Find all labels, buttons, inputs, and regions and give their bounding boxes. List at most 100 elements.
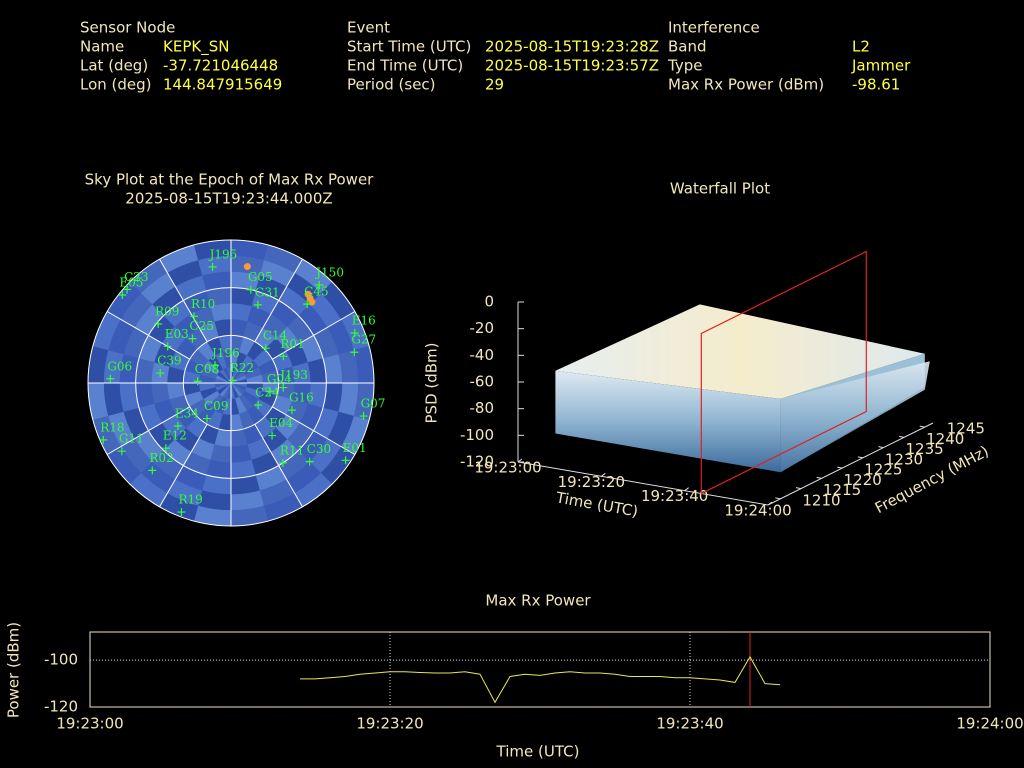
sky-cell <box>353 346 374 383</box>
sky-cell <box>226 367 231 383</box>
sky-cell <box>275 326 300 352</box>
sky-cell <box>103 350 124 383</box>
satellite-label: E01 <box>343 441 367 455</box>
sky-cell <box>175 275 207 301</box>
sky-cell <box>169 395 190 415</box>
sky-cell <box>159 493 199 522</box>
sky-cell <box>199 383 216 392</box>
time-tick <box>517 458 523 463</box>
freq-tick <box>816 476 822 479</box>
freq-tick-label: 1230 <box>885 450 923 468</box>
sky-cell <box>272 395 293 415</box>
satellite-label: G07 <box>361 397 386 411</box>
satellite-marker <box>208 262 217 271</box>
sky-cell <box>246 383 263 392</box>
sky-cell <box>189 349 209 368</box>
sky-cell <box>243 424 263 445</box>
sky-cell <box>215 375 231 383</box>
sky-cell <box>231 475 260 495</box>
sky-cell <box>247 306 271 328</box>
sky-cell <box>141 461 176 494</box>
time-tick <box>684 487 689 492</box>
sky-cell <box>275 414 300 440</box>
sky-cell <box>270 300 299 327</box>
field-label: Lon (deg) <box>80 76 152 94</box>
sky-cell <box>203 390 220 406</box>
section-title: Sensor Node <box>80 19 175 37</box>
sky-cell <box>167 366 185 383</box>
section-title: Interference <box>668 19 760 37</box>
satellite-label: C23 <box>124 270 148 284</box>
sky-cell <box>169 351 190 371</box>
satellite-label: C25 <box>189 319 213 333</box>
satellite-marker <box>117 447 126 456</box>
sky-cell <box>231 335 244 353</box>
z-tick-label: -120 <box>460 453 494 471</box>
sky-cell <box>231 383 245 395</box>
time-axis <box>517 461 769 506</box>
sky-cell <box>231 383 247 391</box>
satellite-label: G11 <box>119 432 144 446</box>
sky-cell <box>253 349 273 368</box>
sky-cell <box>231 303 252 322</box>
sky-cell <box>244 387 262 399</box>
sky-cell <box>341 415 370 455</box>
sky-cell <box>189 398 209 417</box>
azimuth-spoke <box>254 258 303 342</box>
satellite-marker <box>303 300 312 309</box>
sky-cell <box>307 358 327 383</box>
satellite-marker <box>246 285 255 294</box>
satellite-marker <box>173 421 182 430</box>
sky-cell <box>294 472 333 507</box>
sky-cell <box>138 335 163 363</box>
satellite-label: E16 <box>352 314 376 328</box>
sky-cell <box>320 446 355 485</box>
sky-cell <box>263 244 303 273</box>
satellite-marker <box>350 329 359 338</box>
sky-cell <box>108 319 135 355</box>
sky-cell <box>183 290 211 315</box>
sky-cell <box>123 327 149 359</box>
sky-cell <box>231 398 240 415</box>
z-tick-label: 0 <box>484 293 494 311</box>
time-tick-label: 19:23:40 <box>641 487 708 505</box>
sky-cell <box>214 319 231 337</box>
y-axis-label: Power (dBm) <box>5 622 23 718</box>
interference-point <box>243 263 251 271</box>
freq-tick-label: 1240 <box>926 430 964 448</box>
freq-tick <box>775 497 781 500</box>
sky-cell <box>231 413 244 431</box>
sky-cell <box>92 311 121 351</box>
sky-cell <box>231 369 243 383</box>
sky-cell <box>259 260 295 287</box>
z-tick-label: -20 <box>470 319 495 337</box>
satellite-label: R01 <box>280 337 304 351</box>
sky-cell <box>108 411 135 447</box>
sky-cell <box>226 383 231 399</box>
sky-cell <box>255 275 287 301</box>
sky-cell <box>202 475 231 495</box>
chart-title: Max Rx Power <box>485 592 591 610</box>
sky-cell <box>119 383 139 412</box>
sky-cell <box>198 255 231 276</box>
satellite-label: J150 <box>314 265 344 279</box>
sky-cell <box>235 396 247 414</box>
sky-cell <box>152 286 184 316</box>
freq-tick <box>878 446 884 449</box>
time-tick <box>601 472 606 477</box>
sky-cell <box>309 293 342 328</box>
satellite-label: R11 <box>280 443 304 457</box>
z-tick-label: -100 <box>460 426 494 444</box>
sky-cell <box>217 371 231 383</box>
sky-cell <box>185 359 204 375</box>
satellite-marker <box>265 387 274 396</box>
sky-cell <box>313 327 339 359</box>
sky-cell <box>259 479 295 506</box>
sky-cell <box>298 304 328 336</box>
satellite-marker <box>254 400 263 409</box>
sky-cell <box>200 367 218 379</box>
sky-cell <box>215 378 231 383</box>
sky-cell <box>154 399 176 423</box>
sky-cell <box>183 370 201 383</box>
